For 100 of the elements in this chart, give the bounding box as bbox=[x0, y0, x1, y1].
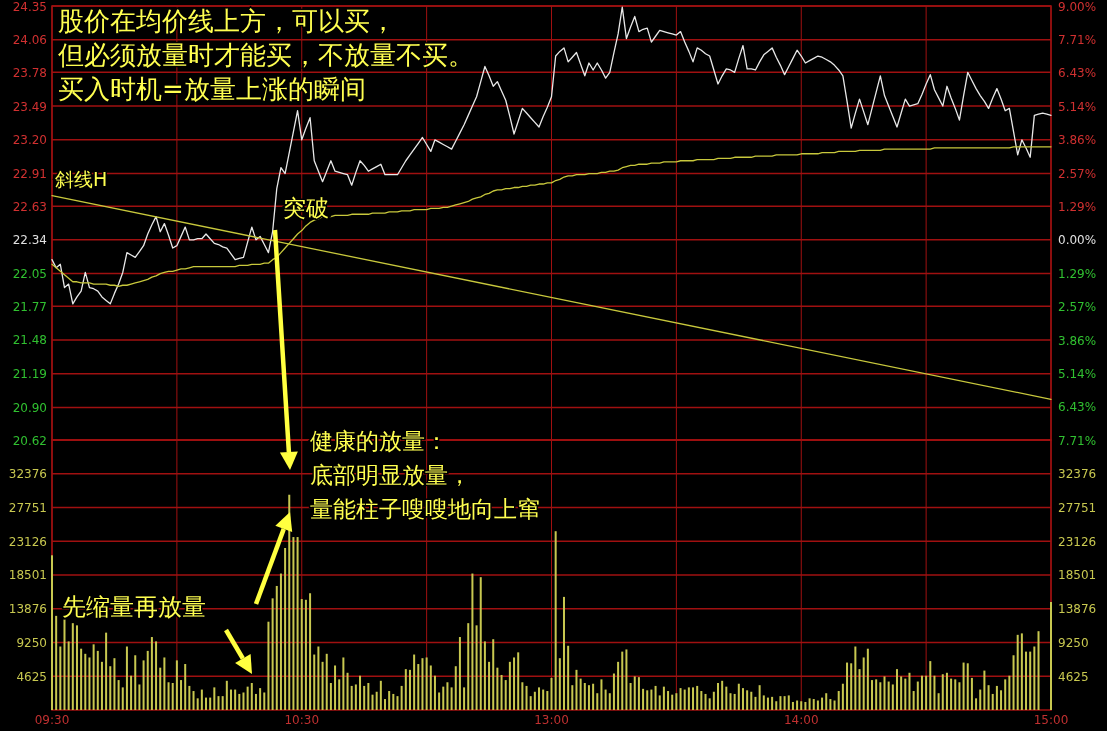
y-tick-label: 23.78 bbox=[12, 65, 47, 80]
bar bbox=[304, 599, 307, 710]
bar bbox=[329, 683, 332, 710]
bar bbox=[504, 680, 507, 710]
bar bbox=[579, 678, 582, 710]
y2-tick-label: 23126 bbox=[1058, 534, 1097, 549]
bar bbox=[642, 688, 645, 710]
bar bbox=[359, 675, 362, 710]
bar bbox=[567, 645, 570, 710]
bar bbox=[712, 691, 715, 710]
bar bbox=[213, 687, 216, 710]
bar bbox=[725, 686, 728, 710]
bar bbox=[975, 698, 978, 710]
bar bbox=[379, 680, 382, 710]
y-tick-label: 13876 bbox=[8, 602, 47, 617]
bar bbox=[821, 697, 824, 710]
bar bbox=[750, 691, 753, 710]
bar bbox=[837, 691, 840, 710]
annotation: 股价在均价线上方，可以买， bbox=[58, 6, 396, 36]
bar bbox=[675, 693, 678, 710]
annotation: 买入时机=放量上涨的瞬间 bbox=[58, 74, 366, 104]
y2-tick-label: 1.29% bbox=[1058, 266, 1097, 281]
bar bbox=[279, 573, 282, 710]
bar bbox=[134, 655, 137, 710]
bar bbox=[354, 684, 357, 710]
bar bbox=[250, 683, 253, 710]
bar bbox=[683, 689, 686, 710]
bar bbox=[1033, 646, 1036, 710]
bar bbox=[325, 653, 328, 710]
bar bbox=[533, 691, 536, 710]
bar bbox=[621, 651, 624, 710]
bar bbox=[105, 632, 108, 710]
bar bbox=[446, 682, 449, 710]
bar bbox=[637, 677, 640, 710]
bar bbox=[292, 537, 295, 710]
bar bbox=[825, 693, 828, 710]
bar bbox=[804, 701, 807, 710]
bar bbox=[904, 678, 907, 710]
bar bbox=[438, 692, 441, 710]
y2-tick-label: 18501 bbox=[1058, 568, 1097, 583]
y2-tick-label: 7.71% bbox=[1058, 33, 1097, 47]
y-tick-label: 21.77 bbox=[12, 299, 47, 314]
bar bbox=[483, 641, 486, 710]
bar bbox=[421, 658, 424, 710]
bar bbox=[284, 548, 287, 710]
bar bbox=[367, 683, 370, 710]
bar bbox=[146, 650, 149, 710]
bar bbox=[192, 691, 195, 710]
bar bbox=[463, 687, 466, 710]
bar bbox=[841, 683, 844, 710]
annotation: 但必须放量时才能买，不放量不买。 bbox=[58, 40, 474, 70]
bar bbox=[783, 696, 786, 710]
bar bbox=[762, 695, 765, 710]
bar bbox=[812, 699, 815, 710]
bar bbox=[700, 691, 703, 710]
bar bbox=[596, 693, 599, 710]
bar bbox=[746, 690, 749, 710]
bar bbox=[188, 685, 191, 710]
bar bbox=[779, 696, 782, 710]
y-tick-label: 21.19 bbox=[12, 367, 47, 382]
bar bbox=[263, 692, 266, 710]
bar bbox=[84, 653, 87, 710]
bar bbox=[375, 691, 378, 710]
bar bbox=[200, 689, 203, 710]
y-tick-label: 20.62 bbox=[12, 433, 47, 448]
bar bbox=[538, 687, 541, 710]
bar bbox=[633, 676, 636, 710]
bar bbox=[496, 667, 499, 710]
bar bbox=[163, 657, 166, 710]
bar bbox=[912, 691, 915, 710]
bar bbox=[309, 593, 312, 710]
bar bbox=[687, 687, 690, 710]
y-tick-label: 22.05 bbox=[12, 267, 47, 282]
bar bbox=[925, 675, 928, 710]
bar bbox=[413, 654, 416, 710]
bar bbox=[388, 691, 391, 710]
y-tick-label: 22.91 bbox=[12, 167, 47, 182]
bar bbox=[654, 685, 657, 710]
bar bbox=[96, 650, 99, 710]
bar bbox=[113, 658, 116, 710]
bar bbox=[1037, 631, 1040, 710]
bar bbox=[80, 648, 83, 710]
bar bbox=[871, 680, 874, 710]
bar bbox=[167, 682, 170, 710]
bar bbox=[991, 693, 994, 710]
bar bbox=[500, 674, 503, 710]
y-tick-label: 23126 bbox=[8, 534, 47, 549]
y2-tick-label: 32376 bbox=[1058, 467, 1097, 482]
bar bbox=[100, 661, 103, 710]
bar bbox=[608, 693, 611, 710]
bar bbox=[55, 615, 58, 710]
bar bbox=[1050, 602, 1052, 710]
bar bbox=[629, 683, 632, 710]
bar bbox=[1020, 633, 1023, 710]
bar bbox=[662, 686, 665, 710]
bar bbox=[450, 687, 453, 710]
bar bbox=[150, 637, 153, 710]
bar bbox=[1000, 690, 1003, 710]
bar bbox=[88, 657, 91, 710]
bar bbox=[800, 701, 803, 710]
